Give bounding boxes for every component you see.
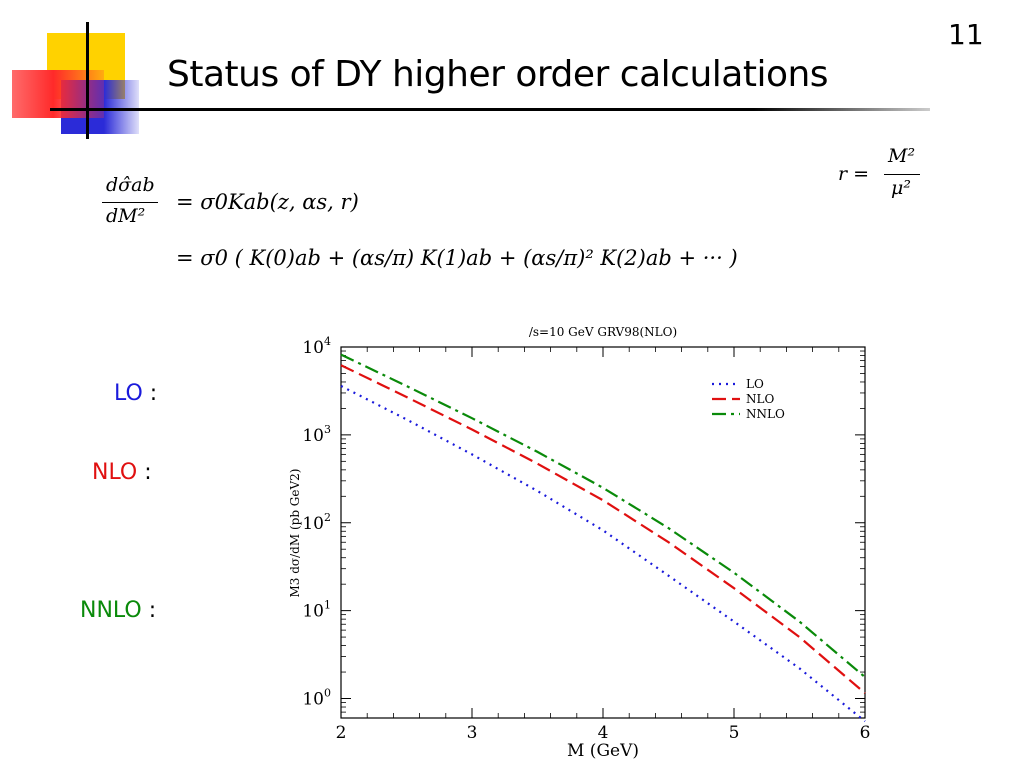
decor-vertical-line [86,22,89,139]
legend-label-nnlo: NNLO [746,407,785,421]
side-label-lo: LO : [114,381,157,406]
side-label-nlo-text: NLO [92,460,138,485]
r-definition: r = M² μ² [838,143,928,207]
series-lines [340,353,866,723]
slide-number: 11 [948,18,984,51]
x-axis: 2 3 4 5 6 [336,347,871,743]
x-tick-label: 5 [729,723,740,743]
side-label-nnlo-colon: : [141,598,157,623]
formula-line-1-rhs: = σ0Kab(z, αs, r) [176,190,359,214]
slide-title: Status of DY higher order calculations [167,54,829,95]
side-label-nnlo: NNLO : [80,598,156,623]
formula-line-1: dσ̂ab dM² = σ0Kab(z, αs, r) [100,172,520,236]
side-label-nlo-colon: : [137,460,152,485]
formula-lhs-denominator: dM² [106,205,146,227]
legend-label-nlo: NLO [746,392,774,406]
formula-lhs-bar [102,202,158,203]
x-axis-label: M (GeV) [567,741,639,761]
y-tick-label: 102 [302,511,331,534]
chart-title: /s=10 GeV GRV98(NLO) [529,325,677,339]
x-tick-label: 2 [336,723,347,743]
series-line-nlo [340,364,866,695]
y-tick-label: 104 [302,335,331,358]
formula-line-2: = σ0 ( K(0)ab + (αs/π) K(1)ab + (αs/π)² … [176,246,738,286]
side-label-nlo: NLO : [92,460,152,485]
y-tick-label: 101 [302,599,331,622]
r-denominator: μ² [891,177,911,199]
r-fraction-bar [884,174,920,175]
y-axis-label: M3 dσ/dM (pb GeV2) [288,469,302,598]
y-axis: 100 101 102 103 104 [302,335,865,719]
y-tick-label: 100 [302,687,331,710]
r-lhs: r = [838,163,870,185]
y-tick-label: 103 [302,423,331,446]
formula-line-2-rhs: = σ0 ( K(0)ab + (αs/π) K(1)ab + (αs/π)² … [176,246,738,270]
formula-lhs-numerator: dσ̂ab [106,174,155,196]
legend-label-lo: LO [746,377,764,391]
x-tick-label: 6 [860,723,871,743]
r-numerator: M² [888,145,916,167]
title-underline [50,108,930,111]
series-line-lo [340,385,866,723]
x-tick-label: 3 [467,723,478,743]
side-label-lo-colon: : [142,381,158,406]
x-tick-label: 4 [598,723,609,743]
side-label-lo-text: LO [114,381,143,406]
side-label-nnlo-text: NNLO [80,598,142,623]
